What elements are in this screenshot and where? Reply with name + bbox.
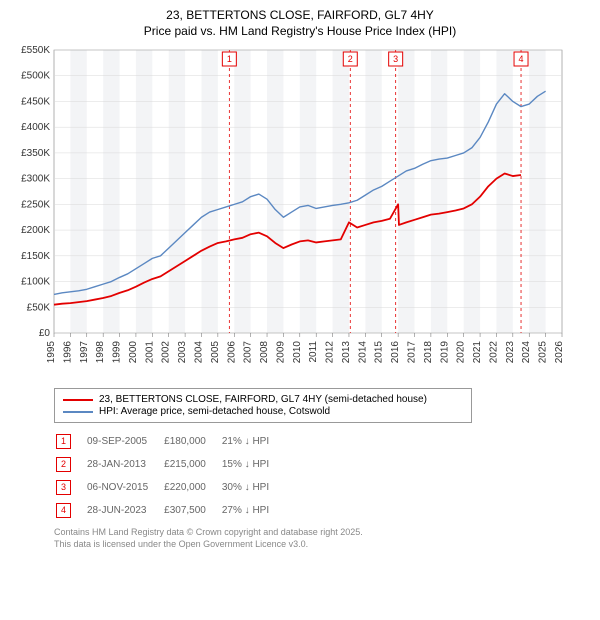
svg-text:2002: 2002 — [161, 341, 172, 364]
svg-text:2014: 2014 — [357, 341, 368, 364]
title-line-2: Price paid vs. HM Land Registry's House … — [12, 24, 588, 40]
sale-marker: 2 — [56, 457, 71, 472]
svg-text:2021: 2021 — [472, 341, 483, 364]
legend-item-hpi: HPI: Average price, semi-detached house,… — [63, 406, 463, 417]
svg-text:1: 1 — [227, 54, 232, 64]
sale-date: 06-NOV-2015 — [87, 477, 162, 498]
svg-text:2010: 2010 — [292, 341, 303, 364]
sale-pct: 30% ↓ HPI — [222, 477, 283, 498]
svg-text:£550K: £550K — [21, 45, 50, 56]
svg-text:£50K: £50K — [27, 302, 51, 313]
svg-text:2001: 2001 — [144, 341, 155, 364]
legend: 23, BETTERTONS CLOSE, FAIRFORD, GL7 4HY … — [54, 388, 472, 423]
legend-label: 23, BETTERTONS CLOSE, FAIRFORD, GL7 4HY … — [99, 394, 427, 405]
svg-text:2018: 2018 — [423, 341, 434, 364]
svg-text:£150K: £150K — [21, 251, 50, 262]
svg-text:1999: 1999 — [112, 341, 123, 364]
legend-label: HPI: Average price, semi-detached house,… — [99, 406, 330, 417]
legend-item-price: 23, BETTERTONS CLOSE, FAIRFORD, GL7 4HY … — [63, 394, 463, 405]
svg-text:2016: 2016 — [390, 341, 401, 364]
svg-text:2017: 2017 — [407, 341, 418, 364]
svg-text:3: 3 — [393, 54, 398, 64]
sale-price: £220,000 — [164, 477, 220, 498]
svg-text:£400K: £400K — [21, 122, 50, 133]
sale-row: 2 28-JAN-2013 £215,000 15% ↓ HPI — [56, 454, 283, 475]
sale-row: 3 06-NOV-2015 £220,000 30% ↓ HPI — [56, 477, 283, 498]
sale-pct: 27% ↓ HPI — [222, 500, 283, 521]
svg-text:2007: 2007 — [243, 341, 254, 364]
sale-marker: 3 — [56, 480, 71, 495]
svg-text:2008: 2008 — [259, 341, 270, 364]
svg-text:£350K: £350K — [21, 148, 50, 159]
svg-text:1995: 1995 — [46, 341, 57, 364]
svg-text:£0: £0 — [39, 328, 51, 339]
sale-price: £215,000 — [164, 454, 220, 475]
svg-text:4: 4 — [519, 54, 524, 64]
svg-text:£300K: £300K — [21, 174, 50, 185]
svg-text:2: 2 — [348, 54, 353, 64]
svg-text:£100K: £100K — [21, 277, 50, 288]
svg-text:2022: 2022 — [488, 341, 499, 364]
svg-text:2020: 2020 — [456, 341, 467, 364]
svg-text:£500K: £500K — [21, 71, 50, 82]
svg-text:1997: 1997 — [79, 341, 90, 364]
svg-text:£250K: £250K — [21, 200, 50, 211]
svg-text:2005: 2005 — [210, 341, 221, 364]
svg-text:2012: 2012 — [325, 341, 336, 364]
footer-line-2: This data is licensed under the Open Gov… — [54, 539, 588, 551]
title-line-1: 23, BETTERTONS CLOSE, FAIRFORD, GL7 4HY — [12, 8, 588, 24]
svg-text:2004: 2004 — [193, 341, 204, 364]
svg-text:1998: 1998 — [95, 341, 106, 364]
chart-title: 23, BETTERTONS CLOSE, FAIRFORD, GL7 4HY … — [12, 8, 588, 39]
svg-text:£200K: £200K — [21, 225, 50, 236]
svg-text:2013: 2013 — [341, 341, 352, 364]
svg-text:2011: 2011 — [308, 341, 319, 363]
svg-text:1996: 1996 — [62, 341, 73, 364]
svg-text:2025: 2025 — [538, 341, 549, 364]
sale-marker: 4 — [56, 503, 71, 518]
sale-pct: 15% ↓ HPI — [222, 454, 283, 475]
svg-text:2003: 2003 — [177, 341, 188, 364]
sale-marker: 1 — [56, 434, 71, 449]
svg-text:2006: 2006 — [226, 341, 237, 364]
footer: Contains HM Land Registry data © Crown c… — [54, 527, 588, 550]
sale-row: 1 09-SEP-2005 £180,000 21% ↓ HPI — [56, 431, 283, 452]
legend-swatch — [63, 399, 93, 401]
sale-row: 4 28-JUN-2023 £307,500 27% ↓ HPI — [56, 500, 283, 521]
svg-text:2000: 2000 — [128, 341, 139, 364]
sale-date: 09-SEP-2005 — [87, 431, 162, 452]
sale-pct: 21% ↓ HPI — [222, 431, 283, 452]
sale-date: 28-JAN-2013 — [87, 454, 162, 475]
sale-price: £307,500 — [164, 500, 220, 521]
svg-text:2023: 2023 — [505, 341, 516, 364]
footer-line-1: Contains HM Land Registry data © Crown c… — [54, 527, 588, 539]
legend-swatch — [63, 411, 93, 413]
sale-price: £180,000 — [164, 431, 220, 452]
svg-text:2015: 2015 — [374, 341, 385, 364]
sale-date: 28-JUN-2023 — [87, 500, 162, 521]
svg-text:2009: 2009 — [275, 341, 286, 364]
price-chart: £0 £50K £100K £150K £200K £250K £300K £350K £400… — [12, 45, 588, 380]
sales-table: 1 09-SEP-2005 £180,000 21% ↓ HPI2 28-JAN… — [54, 429, 285, 523]
svg-text:2019: 2019 — [439, 341, 450, 364]
svg-text:2026: 2026 — [554, 341, 565, 364]
svg-text:£450K: £450K — [21, 97, 50, 108]
svg-text:2024: 2024 — [521, 341, 532, 364]
